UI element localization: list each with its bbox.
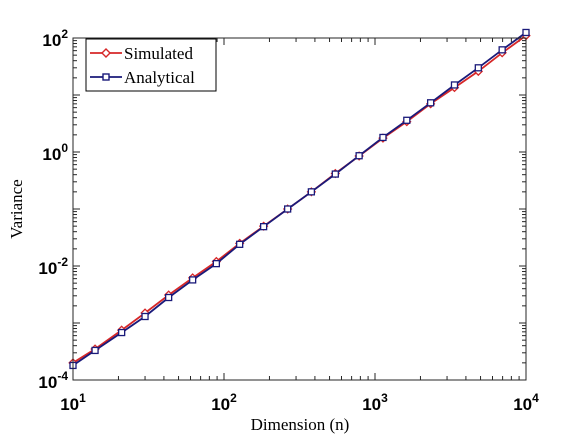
x-tick-label: 103: [362, 391, 388, 414]
y-axis-title: Variance: [7, 179, 26, 238]
x-axis-title: Dimension (n): [251, 415, 350, 434]
legend-label-simulated: Simulated: [124, 44, 193, 63]
point-analytical: [307, 188, 316, 196]
point-analytical: [165, 293, 173, 302]
series-line-analytical: [72, 31, 527, 367]
legend-marker-simulated: [101, 48, 111, 58]
plot-area: [73, 38, 526, 380]
y-tick-label: 10-2: [38, 255, 68, 278]
point-analytical: [498, 46, 506, 54]
point-analytical: [355, 152, 363, 160]
x-tick-label: 101: [60, 391, 86, 414]
legend-label-analytical: Analytical: [124, 68, 195, 87]
x-tick-label: 104: [513, 391, 539, 414]
point-analytical: [474, 64, 482, 72]
point-analytical: [141, 312, 149, 321]
point-analytical: [403, 116, 411, 124]
point-analytical: [284, 205, 292, 213]
point-analytical: [450, 81, 459, 89]
x-tick-label: 102: [211, 391, 237, 414]
legend: Simulated Analytical: [85, 38, 217, 92]
point-analytical: [522, 28, 530, 37]
plot-frame: [72, 37, 527, 381]
point-analytical: [236, 240, 244, 248]
y-tick-label: 102: [42, 27, 68, 50]
legend-marker-analytical: [102, 73, 110, 81]
y-tick-label: 100: [42, 141, 68, 164]
legend-box: [85, 38, 217, 92]
tick-label-layer: 101 102 103 104 10-4 10-2 100 102: [38, 27, 539, 414]
y-tick-label: 10-4: [38, 369, 68, 392]
point-analytical: [118, 328, 126, 337]
series-layer: [68, 28, 531, 370]
point-analytical: [426, 99, 435, 107]
point-analytical: [189, 276, 197, 284]
point-analytical: [91, 346, 99, 355]
point-analytical: [379, 133, 387, 142]
point-analytical: [331, 170, 339, 178]
point-analytical: [259, 223, 268, 231]
point-analytical: [212, 259, 221, 268]
